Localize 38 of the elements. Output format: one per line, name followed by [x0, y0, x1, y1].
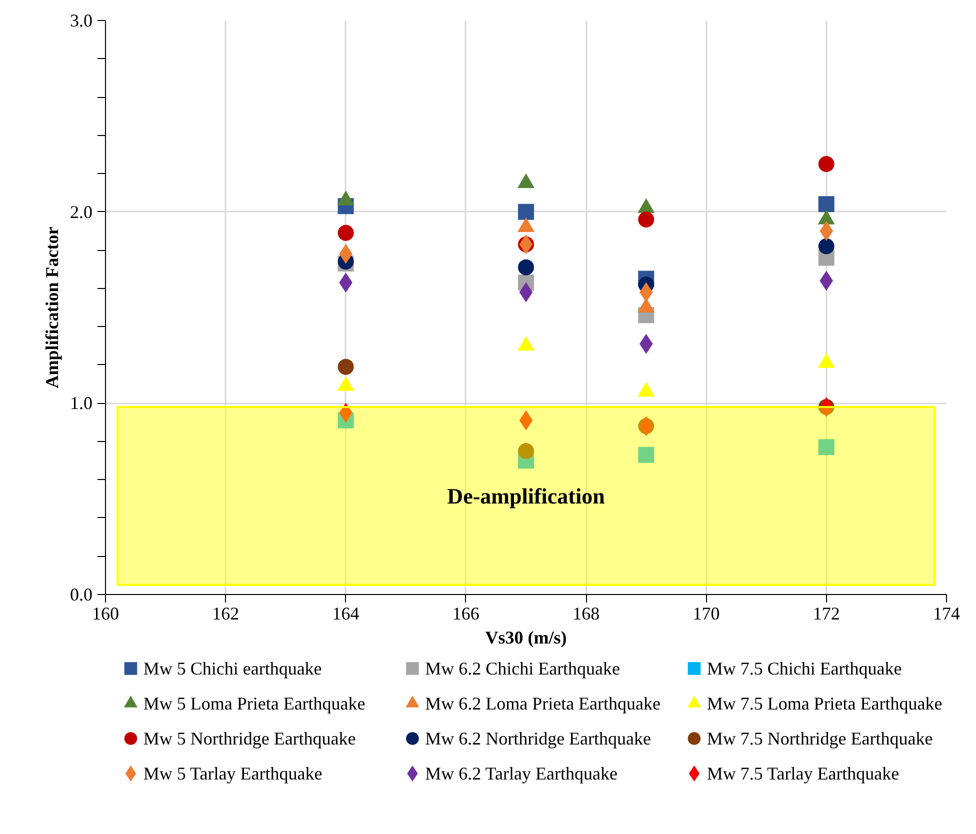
y-tick-label: 3.0	[70, 10, 92, 30]
legend-label: Mw 6.2 Chichi Earthquake	[425, 658, 620, 678]
x-tick-label: 160	[92, 604, 119, 624]
legend-label: Mw 6.2 Northridge Earthquake	[425, 728, 652, 748]
x-axis-title: Vs30 (m/s)	[485, 628, 567, 648]
x-tick-label: 170	[692, 604, 720, 624]
legend-label: Mw 7.5 Northridge Earthquake	[706, 728, 933, 748]
x-tick-label: 168	[572, 604, 600, 624]
legend-label: Mw 6.2 Loma Prieta Earthquake	[425, 694, 661, 714]
legend-label: Mw 7.5 Loma Prieta Earthquake	[706, 694, 942, 714]
x-tick-label: 166	[452, 604, 480, 624]
point	[818, 238, 834, 254]
point	[818, 439, 834, 456]
x-tick-label: 164	[332, 604, 360, 624]
y-tick-label: 0.0	[70, 584, 92, 604]
point	[518, 443, 534, 459]
legend-label: Mw 7.5 Chichi Earthquake	[706, 658, 902, 678]
legend-label: Mw 5 Chichi earthquake	[143, 658, 322, 678]
y-tick-label: 2.0	[70, 202, 92, 222]
legend-label: Mw 6.2 Tarlay Earthquake	[425, 764, 618, 784]
x-tick-label: 174	[933, 604, 960, 624]
point	[818, 156, 834, 172]
legend-label: Mw 5 Tarlay Earthquake	[143, 764, 322, 784]
x-tick-label: 162	[212, 604, 240, 624]
point	[638, 446, 654, 463]
point	[338, 224, 354, 241]
point	[338, 358, 354, 375]
legend-label: Mw 7.5 Tarlay Earthquake	[706, 764, 900, 784]
legend-label: Mw 5 Loma Prieta Earthquake	[143, 694, 366, 714]
y-tick-label: 1.0	[70, 393, 92, 414]
x-tick-label: 172	[812, 604, 840, 624]
point	[518, 259, 534, 276]
legend-label: Mw 5 Northridge Earthquake	[143, 728, 356, 748]
band-label: De-amplification	[447, 483, 605, 508]
point	[638, 212, 654, 228]
y-axis-title: Amplification Factor	[42, 226, 62, 388]
point	[518, 204, 534, 220]
point	[818, 196, 834, 212]
